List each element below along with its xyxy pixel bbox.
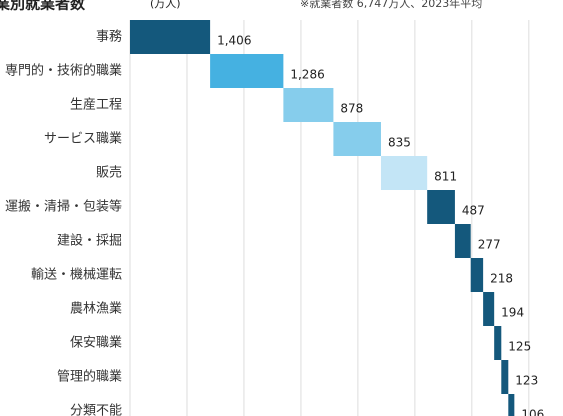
category-label: 農林漁業 bbox=[70, 301, 122, 317]
category-label: 事務 bbox=[96, 30, 122, 45]
category-label: 輸送・機械運転 bbox=[31, 268, 122, 283]
bar bbox=[470, 258, 484, 292]
value-label: 125 bbox=[508, 340, 531, 354]
value-label: 106 bbox=[521, 408, 544, 416]
value-label: 194 bbox=[501, 306, 524, 320]
category-label: 専門的・技術的職業 bbox=[5, 63, 122, 79]
category-label: サービス職業 bbox=[44, 131, 122, 147]
bar bbox=[333, 122, 381, 156]
value-label: 277 bbox=[478, 238, 501, 252]
bar bbox=[427, 190, 455, 224]
category-label: 販売 bbox=[96, 165, 122, 181]
bar bbox=[508, 394, 515, 416]
bar bbox=[283, 88, 334, 122]
subtitle: ※就業者数 6,747万人、2023年平均 bbox=[300, 0, 482, 10]
bar bbox=[454, 224, 471, 258]
value-label: 487 bbox=[462, 204, 485, 218]
bar bbox=[210, 54, 284, 88]
value-label: 811 bbox=[434, 170, 457, 184]
value-label: 1,406 bbox=[217, 34, 251, 48]
bar bbox=[380, 156, 428, 190]
value-label: 835 bbox=[388, 136, 411, 150]
value-label: 123 bbox=[515, 374, 538, 388]
chart-title: 職業別就業者数 bbox=[0, 0, 86, 13]
title-unit: (万人) bbox=[150, 0, 181, 10]
value-label: 878 bbox=[340, 102, 363, 116]
category-label: 管理的職業 bbox=[57, 369, 122, 385]
category-label: 生産工程 bbox=[70, 97, 122, 113]
category-label: 運搬・清掃・包装等 bbox=[5, 199, 122, 215]
bar bbox=[483, 292, 495, 326]
category-label: 保安職業 bbox=[70, 335, 122, 351]
category-label: 建設・採掘 bbox=[57, 233, 122, 249]
value-label: 1,286 bbox=[290, 68, 324, 82]
bar bbox=[501, 360, 509, 394]
value-label: 218 bbox=[490, 272, 513, 286]
category-label: 分類不能 bbox=[70, 404, 122, 416]
bar bbox=[494, 326, 502, 360]
bar bbox=[130, 20, 211, 54]
